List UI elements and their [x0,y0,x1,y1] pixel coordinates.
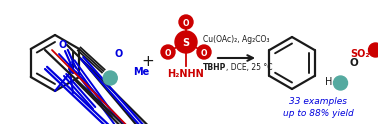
Text: O: O [201,48,207,58]
Text: +: + [142,55,154,69]
Text: S: S [183,38,189,48]
Text: Me: Me [133,67,149,77]
Text: H₂NHN: H₂NHN [167,69,204,79]
Circle shape [175,31,197,53]
Circle shape [103,71,117,85]
Text: O: O [165,48,171,58]
Text: , DCE, 25 °C: , DCE, 25 °C [226,63,273,72]
Text: up to 88% yield: up to 88% yield [283,108,353,118]
Circle shape [197,45,211,59]
Circle shape [179,15,193,29]
Text: S: S [107,73,115,83]
Text: O: O [350,58,358,68]
Text: 33 examples: 33 examples [289,96,347,106]
Text: SO₂: SO₂ [350,49,370,59]
Text: TBHP: TBHP [203,63,226,72]
Text: H: H [325,77,332,87]
Text: O: O [59,40,67,50]
Text: O: O [183,18,189,28]
Circle shape [369,43,378,57]
Circle shape [161,45,175,59]
Circle shape [333,76,347,90]
Text: O: O [115,49,123,59]
Text: Cu(OAc)₂, Ag₂CO₃: Cu(OAc)₂, Ag₂CO₃ [203,35,270,44]
